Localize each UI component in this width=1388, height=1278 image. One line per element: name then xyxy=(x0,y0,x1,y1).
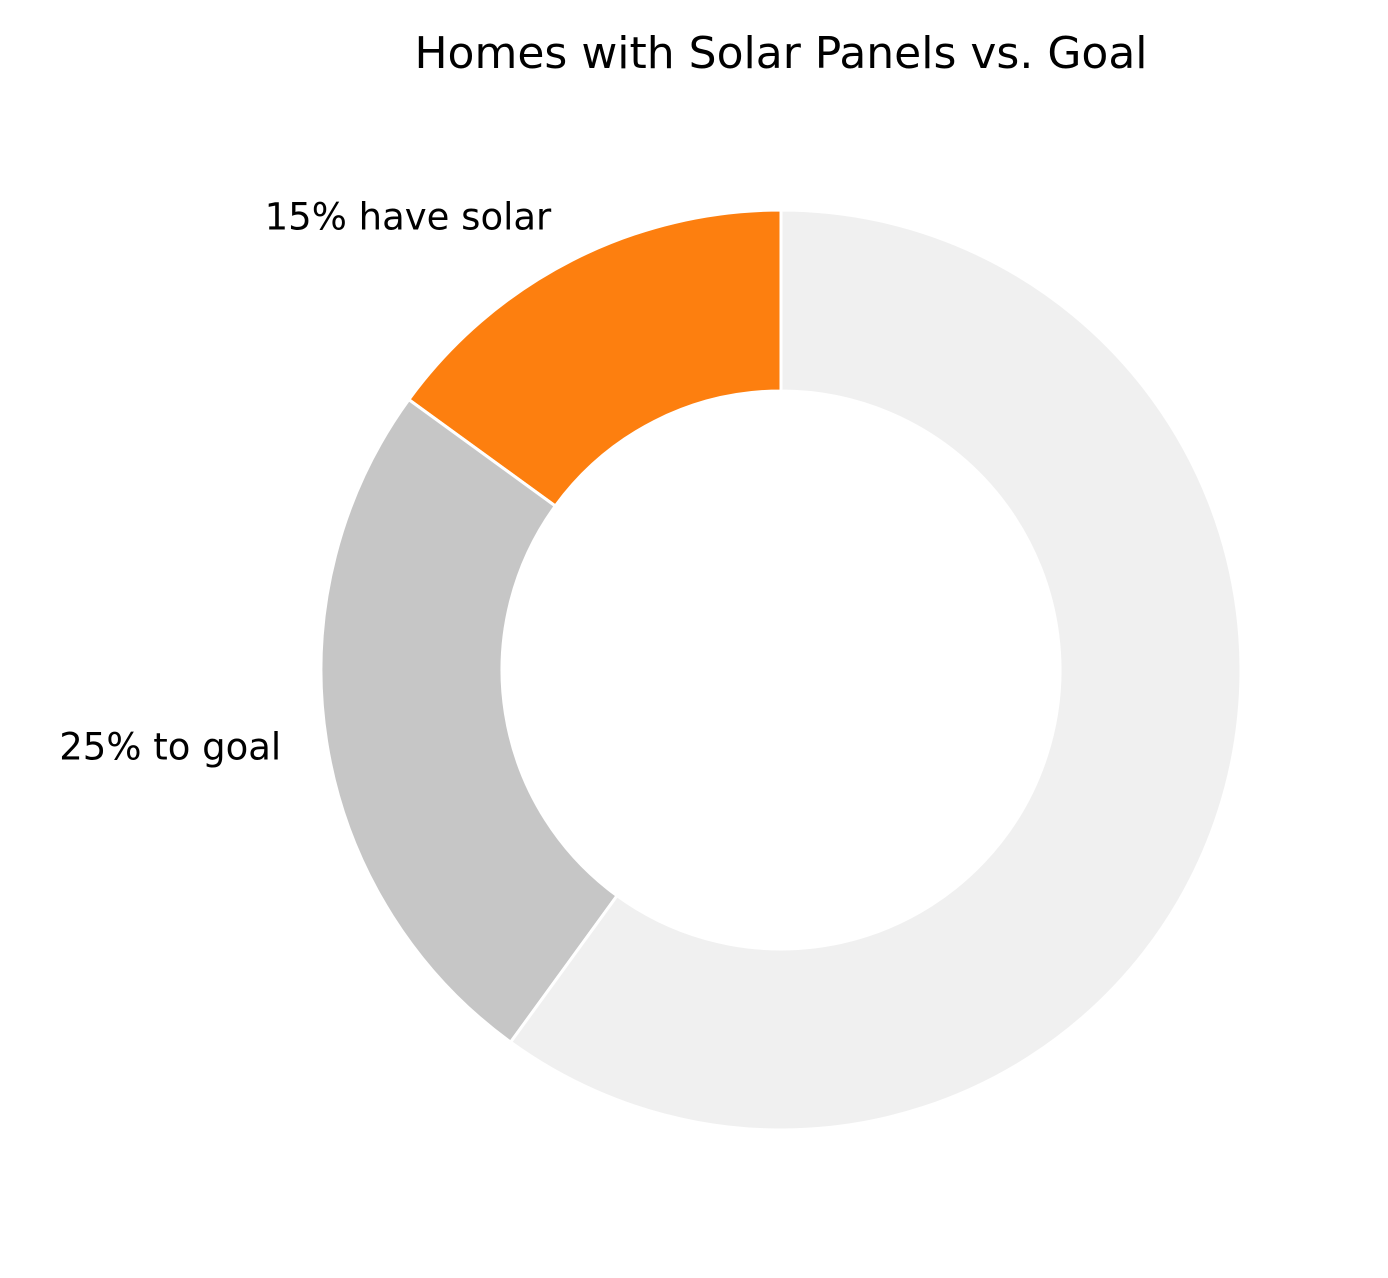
chart-title: Homes with Solar Panels vs. Goal xyxy=(414,28,1147,79)
slice-label: 25% to goal xyxy=(59,726,281,769)
donut-slice xyxy=(319,398,619,1044)
slice-label: 15% have solar xyxy=(265,196,552,239)
donut-slice xyxy=(509,208,1243,1132)
slice-labels: 15% have solar 25% to goal xyxy=(59,196,552,769)
donut-slices xyxy=(319,208,1243,1132)
donut-slice xyxy=(407,208,783,508)
